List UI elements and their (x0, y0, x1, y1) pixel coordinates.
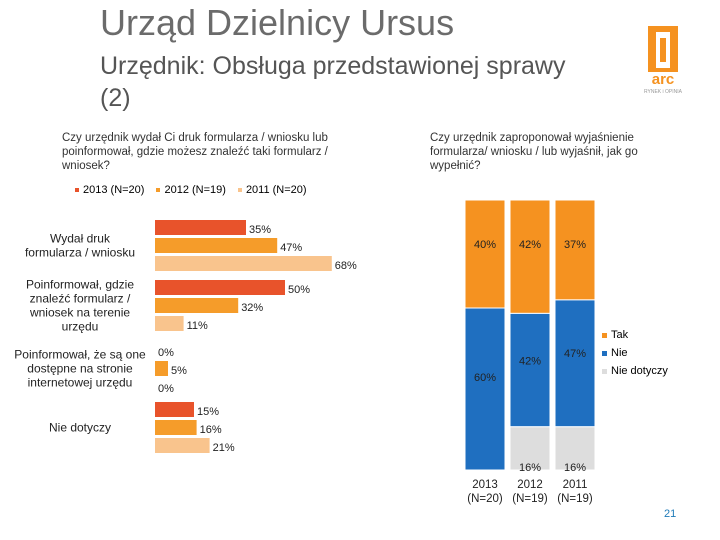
category-label: 2012 (517, 479, 543, 491)
segment (554, 299, 596, 428)
bar (155, 298, 239, 313)
bar (155, 361, 168, 376)
legend-swatch-tak (602, 332, 607, 338)
category-label: 2011 (563, 479, 588, 491)
data-label: 50% (288, 284, 310, 296)
right-chart-legend: Tak Nie Nie dotyczy (602, 326, 668, 380)
data-label: 32% (241, 302, 263, 314)
category-label-line: formularza / wniosku (25, 246, 135, 260)
data-label: 68% (335, 260, 357, 272)
bar (155, 316, 184, 331)
data-label: 0% (158, 383, 174, 395)
segment (464, 199, 506, 309)
segment (554, 426, 596, 471)
data-label: 15% (197, 406, 219, 418)
segment (509, 426, 551, 471)
bar (155, 256, 332, 271)
legend-swatch-nie (602, 350, 607, 356)
bar (155, 220, 246, 235)
category-label: Wydał druk formularza / wniosku (25, 232, 135, 260)
right-stacked-chart: 40% 60% 2013 (N=20) 42% 42% 16% 2012 (N=19) 37% 47… (464, 199, 596, 505)
category-label: (N=19) (512, 493, 548, 505)
data-label: 0% (158, 347, 174, 359)
segment-label: 42% (519, 239, 541, 251)
segment-label: 37% (564, 239, 586, 251)
data-label: 11% (187, 320, 208, 332)
right-chart-question: Czy urzędnik zaproponował wyjaśnienie fo… (430, 132, 638, 172)
category-label-line: urzędu (62, 320, 99, 334)
legend-item-2011: 2011 (N=20) (237, 184, 307, 196)
legend-item-tak: Tak (602, 326, 668, 344)
page-number: 21 (664, 508, 677, 520)
category-label: Poinformował, gdzie znaleźć formularz / wn… (26, 278, 134, 334)
bar (155, 280, 285, 295)
data-label: 47% (280, 242, 302, 254)
category-label-line: Poinformował, że są one (14, 348, 146, 362)
left-bar-chart: Wydał druk formularza / wniosku 35% 47% 68% P… (14, 220, 357, 454)
left-chart-question: Czy urzędnik wydał Ci druk formularza / … (62, 132, 328, 172)
legend-item-2012: 2012 (N=19) (156, 184, 226, 196)
segment-label: 47% (564, 348, 586, 360)
data-label: 21% (213, 442, 235, 454)
segment (464, 307, 506, 471)
category-label-line: Poinformował, gdzie (26, 278, 134, 292)
legend-swatch-2012 (156, 188, 161, 193)
data-label: 5% (171, 365, 187, 377)
category-label-line: dostępne na stronie (27, 362, 133, 376)
category-label-line: internetowej urzędu (28, 376, 133, 390)
legend-item-2013: 2013 (N=20) (75, 184, 144, 196)
page-title: Urząd Dzielnicy Ursus (100, 2, 455, 43)
category-label-line: znaleźć formularz / (30, 292, 131, 306)
legend-item-nie: Nie (602, 344, 668, 362)
category-label: Poinformował, że są one dostępne na stron… (14, 348, 146, 390)
logo-subtext: RYNEK i OPINIA (644, 89, 683, 95)
segment (554, 199, 596, 301)
category-label-line: Nie dotyczy (49, 421, 111, 435)
segment-label: 40% (474, 239, 496, 251)
legend-swatch-2013 (75, 188, 79, 193)
legend-swatch-2011 (237, 188, 242, 193)
logo-text: arc (652, 71, 675, 88)
legend-item-nie-dotyczy: Nie dotyczy (602, 362, 668, 380)
data-label: 35% (249, 224, 271, 236)
bar (155, 402, 194, 417)
category-label-line: Wydał druk (50, 232, 111, 246)
page-subtitle: Urzędnik: Obsługa przedstawionej sprawy … (100, 52, 566, 112)
arc-logo: arc RYNEK i OPINIA (644, 26, 683, 95)
bar (155, 420, 197, 435)
category-label: Nie dotyczy (49, 421, 111, 435)
left-chart-legend: 2013 (N=20) 2012 (N=19) 2011 (N=20) (75, 184, 307, 196)
category-label-line: wniosek na terenie (29, 306, 130, 320)
legend-swatch-nie-dotyczy (602, 368, 607, 374)
segment-label: 16% (519, 462, 541, 474)
segment (509, 312, 551, 428)
bar (155, 238, 278, 253)
segment-label: 16% (564, 462, 586, 474)
bar (155, 438, 210, 453)
category-label: (N=19) (557, 493, 593, 505)
segment-label: 60% (474, 372, 496, 384)
category-label: 2013 (472, 479, 498, 491)
category-label: (N=20) (467, 493, 503, 505)
segment-label: 42% (519, 355, 541, 367)
segment (509, 199, 551, 314)
data-label: 16% (200, 424, 222, 436)
